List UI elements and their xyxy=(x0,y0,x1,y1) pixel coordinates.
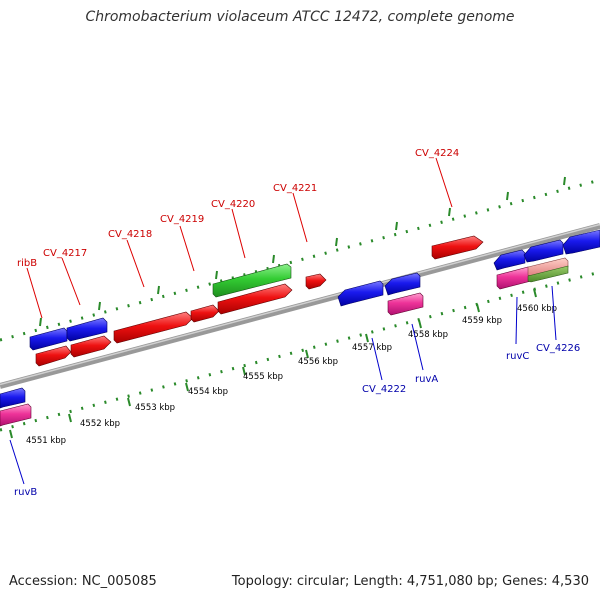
gene-arrow xyxy=(0,387,26,409)
gene-arrow xyxy=(387,292,424,316)
accession-text: Accession: NC_005085 xyxy=(9,574,157,589)
gene-arrow xyxy=(337,280,384,307)
gene-label-ruvB: ruvB xyxy=(14,487,37,498)
scale-label: 4553 kbp xyxy=(135,403,175,413)
scale-label: 4552 kbp xyxy=(80,419,120,429)
gene-label-cv4219: CV_4219 xyxy=(160,214,204,225)
gene-label-cv4218: CV_4218 xyxy=(108,229,152,240)
gene-arrow xyxy=(70,335,112,358)
gene-arrow xyxy=(212,263,292,298)
forward-inner-row xyxy=(35,273,327,367)
outer-major-ticks xyxy=(39,176,566,327)
scale-label: 4557 kbp xyxy=(352,343,392,353)
reverse-leader-lines xyxy=(9,285,557,485)
map-title: Chromobacterium violaceum ATCC 12472, co… xyxy=(85,9,515,25)
gene-arrow xyxy=(29,327,68,351)
gene-arrow xyxy=(562,229,600,255)
gene-label-cv4221: CV_4221 xyxy=(273,183,317,194)
forward-outer-row xyxy=(29,229,600,351)
gene-label-cv4226: CV_4226 xyxy=(536,343,580,354)
scale-label: 4560 kbp xyxy=(517,304,557,314)
gene-arrow xyxy=(496,266,532,290)
genome-backbone-highlight xyxy=(0,223,600,386)
scale-label: 4556 kbp xyxy=(298,357,338,367)
genome-summary-text: Topology: circular; Length: 4,751,080 bp… xyxy=(231,574,589,589)
scale-label: 4551 kbp xyxy=(26,436,66,446)
gene-arrow xyxy=(527,265,569,283)
outer-tick-track xyxy=(0,178,600,342)
genome-backbone xyxy=(0,223,600,389)
gene-arrow xyxy=(66,317,108,342)
gene-arrow xyxy=(523,239,564,263)
gene-arrow xyxy=(305,273,327,290)
gene-arrow xyxy=(431,235,484,260)
scale-label: 4554 kbp xyxy=(188,387,228,397)
gene-arrow xyxy=(384,272,421,296)
scale-label: 4559 kbp xyxy=(462,316,502,326)
gene-label-ribB: ribB xyxy=(17,258,37,269)
gene-arrow xyxy=(0,403,32,427)
gene-arrow xyxy=(190,304,220,323)
gene-arrow xyxy=(113,311,194,344)
gene-label-cv4217: CV_4217 xyxy=(43,248,87,259)
inner-tick-track xyxy=(0,270,600,432)
scale-label: 4555 kbp xyxy=(243,372,283,382)
gene-label-cv4224: CV_4224 xyxy=(415,148,459,159)
gene-label-cv4222: CV_4222 xyxy=(362,384,406,395)
gene-label-ruvC: ruvC xyxy=(506,351,529,362)
forward-leader-lines xyxy=(26,157,453,319)
gene-arrow xyxy=(35,345,72,367)
gene-arrow xyxy=(217,283,293,315)
scale-label: 4558 kbp xyxy=(408,330,448,340)
reverse-row xyxy=(0,257,569,427)
gene-label-cv4220: CV_4220 xyxy=(211,199,255,210)
major-ticks xyxy=(9,288,537,439)
gene-label-ruvA: ruvA xyxy=(415,374,438,385)
